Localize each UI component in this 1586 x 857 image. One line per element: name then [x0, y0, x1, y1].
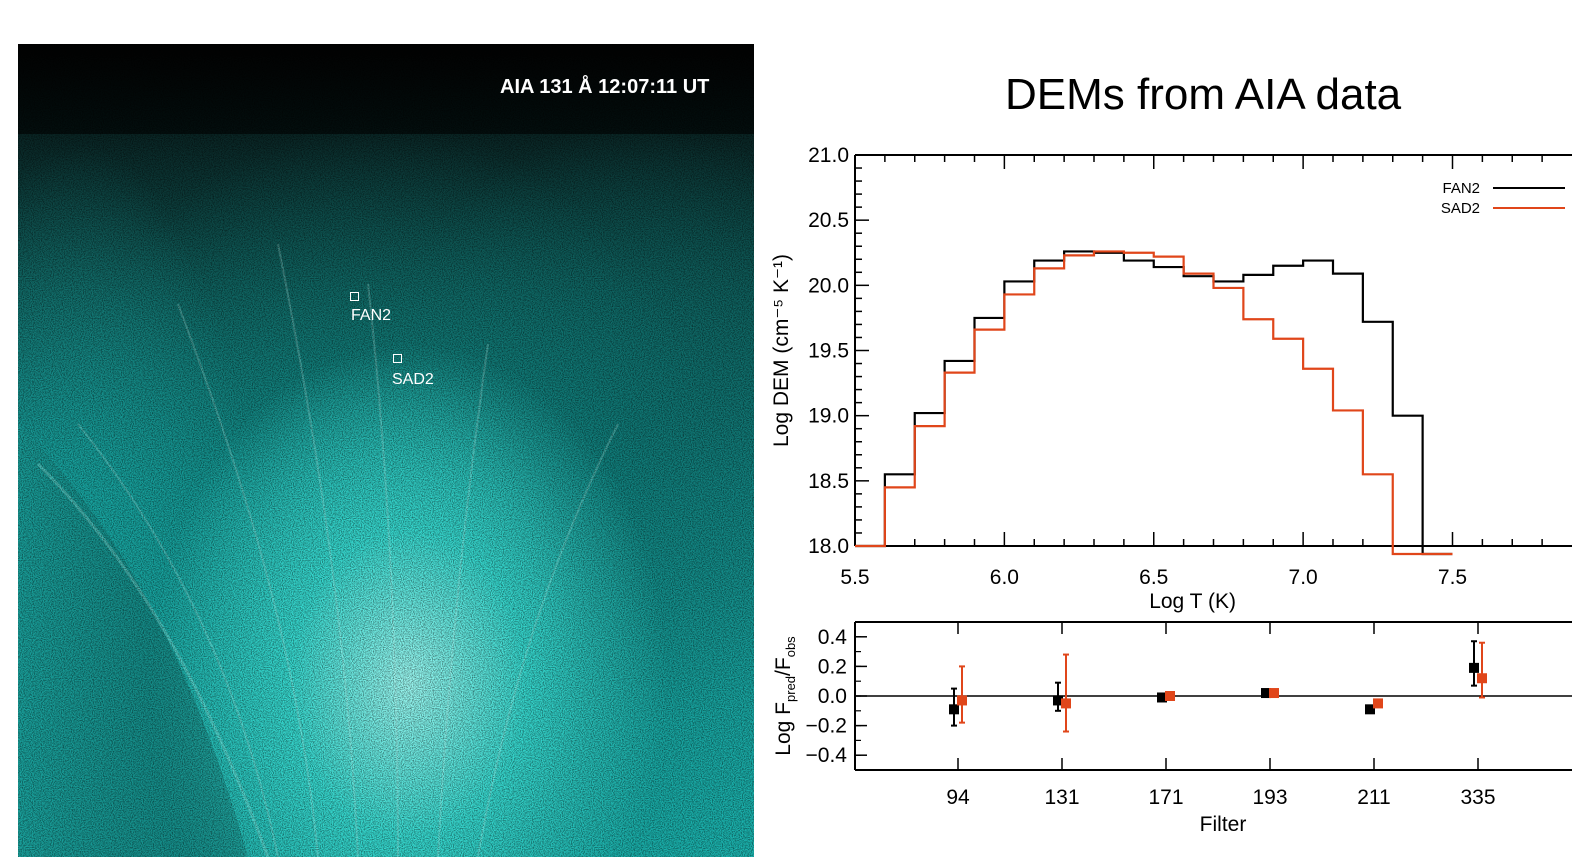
dem-y-tick-label: 18.5	[808, 470, 849, 493]
dem-x-axis-label: Log T (K)	[1149, 590, 1236, 613]
point-fan2	[1157, 692, 1167, 703]
residual-y-tick-label: 0.4	[818, 626, 848, 649]
residual-x-tick-label: 335	[1460, 786, 1495, 809]
sad2-region-label: SAD2	[392, 371, 434, 388]
residual-y-axis-label: Log Fpred/Fobs	[772, 636, 798, 756]
dem-series-sad2	[855, 250, 1453, 556]
residual-x-tick-label: 131	[1044, 786, 1079, 809]
dem-x-tick-label: 6.0	[990, 566, 1019, 589]
point-sad2	[1061, 698, 1071, 709]
dem-chart-title: DEMs from AIA data	[1005, 70, 1402, 119]
residual-y-label-part: Log F	[772, 702, 795, 756]
point-sad2	[1373, 698, 1383, 709]
fan2-region-label: FAN2	[351, 307, 392, 324]
point-fan2	[1261, 688, 1271, 699]
dem-y-axis-label: Log DEM (cm⁻⁵ K⁻¹)	[770, 254, 793, 447]
residual-x-tick-label: 193	[1252, 786, 1287, 809]
legend-label-sad2: SAD2	[1441, 200, 1480, 217]
point-fan2	[1469, 662, 1479, 673]
aia-131-image: AIA 131 Å 12:07:11 UT FAN2 SAD2	[18, 44, 754, 857]
point-sad2	[1165, 691, 1175, 701]
dem-y-tick-label: 18.0	[808, 535, 849, 558]
point-fan2	[949, 704, 959, 715]
residual-y-tick-label: 0.2	[818, 655, 847, 678]
dem-y-tick-label: 21.0	[808, 144, 849, 167]
dem-x-tick-label: 6.5	[1139, 566, 1168, 589]
dem-series-fan2	[855, 250, 1453, 556]
residual-x-tick-label: 171	[1148, 786, 1183, 809]
dem-y-tick-label: 20.5	[808, 209, 849, 232]
residual-x-tick-label: 94	[946, 786, 970, 809]
point-sad2	[1269, 688, 1279, 699]
residual-y-tick-label: −0.4	[806, 744, 848, 767]
point-sad2	[1477, 673, 1487, 684]
sad2-region-marker	[393, 354, 402, 363]
residual-y-label-part: pred	[783, 676, 798, 702]
residual-x-tick-label: 211	[1357, 786, 1390, 809]
dem-y-tick-label: 20.0	[808, 274, 849, 297]
fan2-region-marker	[350, 292, 359, 301]
residual-y-tick-label: 0.0	[818, 685, 847, 708]
dem-y-tick-label: 19.0	[808, 405, 849, 428]
dem-x-tick-label: 7.0	[1289, 566, 1318, 589]
residual-y-label-part: /F	[772, 657, 795, 676]
residual-y-tick-label: −0.2	[806, 715, 847, 738]
image-title: AIA 131 Å 12:07:11 UT	[500, 76, 710, 98]
dem-y-tick-label: 19.5	[808, 340, 849, 363]
point-sad2	[957, 695, 967, 706]
point-fan2	[1053, 695, 1063, 706]
residual-y-label-part: obs	[783, 636, 798, 657]
legend-label-fan2: FAN2	[1442, 180, 1480, 197]
dem-x-tick-label: 7.5	[1438, 566, 1467, 589]
point-fan2	[1365, 704, 1375, 715]
dem-x-tick-label: 5.5	[840, 566, 869, 589]
residual-x-axis-label: Filter	[1200, 813, 1247, 836]
plasma-texture	[18, 44, 754, 857]
